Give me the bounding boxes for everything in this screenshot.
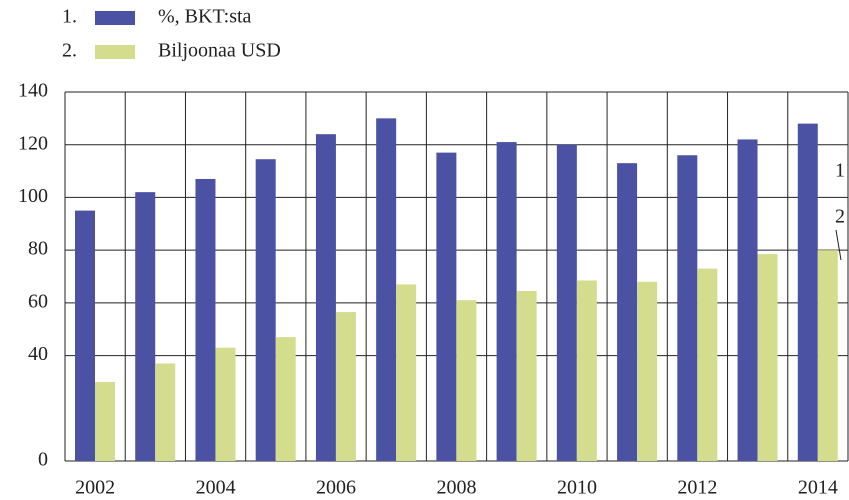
bar [576,280,597,461]
bar [75,210,95,461]
x-tick-label: 2002 [75,477,115,499]
legend-label: Biljoonaa USD [158,40,281,62]
bar [516,290,537,461]
x-tick-label: 2004 [196,477,236,499]
y-tick-label: 0 [38,449,48,471]
bar [496,142,517,462]
legend-label: %, BKT:sta [158,6,252,28]
bar [255,159,276,462]
bar [757,254,778,461]
x-tick-label: 2012 [677,477,717,499]
y-tick-label: 120 [18,132,48,154]
bar [376,118,397,461]
annotation: 1 [835,160,845,182]
bar [556,144,577,461]
legend-swatch [95,45,135,59]
bar [275,337,296,461]
x-tick-label: 2006 [316,477,356,499]
annotation-leader [835,229,842,261]
y-tick-label: 100 [18,185,48,207]
x-tick-label: 2008 [437,477,477,499]
bar [817,250,838,461]
x-tick-label: 2014 [798,477,838,499]
bar [155,363,176,461]
bar [396,284,417,461]
bar [677,155,698,461]
bar [135,192,156,461]
bar [617,163,638,461]
y-tick-label: 40 [28,343,48,365]
legend-number: 2. [62,40,77,62]
bar [335,312,356,461]
y-tick-label: 140 [18,80,48,102]
bar [697,268,718,461]
bar [195,178,216,461]
bar [637,281,658,461]
bar [315,134,336,461]
legend-number: 1. [62,6,77,28]
bar [797,123,818,461]
bar [456,300,477,461]
bar [436,152,457,461]
bar [215,347,236,461]
y-tick-label: 80 [28,238,48,260]
x-tick-label: 2010 [557,477,597,499]
y-tick-label: 60 [28,290,48,312]
annotation: 2 [835,206,845,228]
legend-swatch [95,11,135,25]
bar [737,139,758,461]
bar [95,381,115,461]
